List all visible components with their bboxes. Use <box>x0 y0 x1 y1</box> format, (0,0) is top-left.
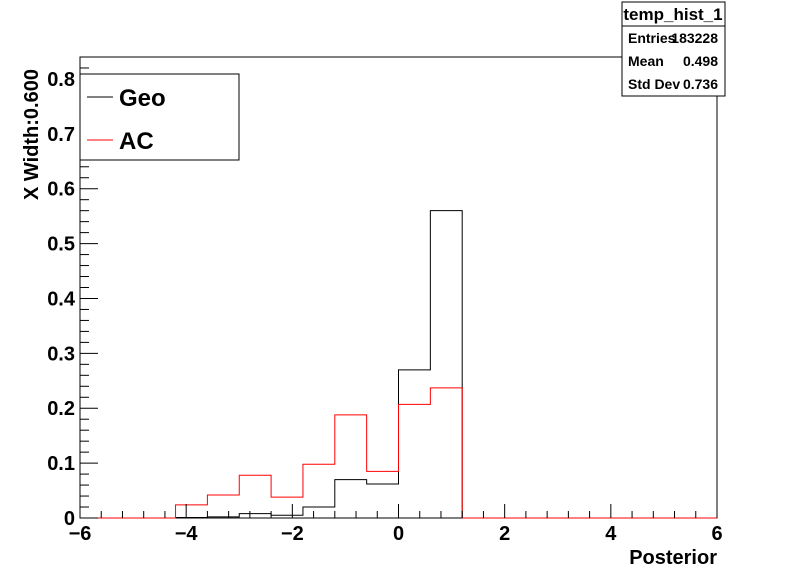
y-axis-title: X Width:0.600 <box>21 69 43 200</box>
x-tick-label: −6 <box>69 523 92 545</box>
y-tick-label: 0.8 <box>47 69 75 91</box>
x-tick-label: −4 <box>175 523 199 545</box>
x-tick-label: 4 <box>605 523 617 545</box>
x-tick-label: 6 <box>711 523 722 545</box>
legend-box <box>79 73 240 161</box>
stats-value-stddev: 0.736 <box>683 76 718 92</box>
y-axis: 0 0.1 0.2 0.3 0.4 0.5 0.6 0.7 0.8 <box>47 56 98 530</box>
stats-box: temp_hist_1 Entries 183228 Mean 0.498 St… <box>621 1 726 97</box>
series-line-ac <box>80 387 717 519</box>
x-axis: −6 −4 −2 0 2 4 6 <box>69 504 723 545</box>
stats-label-mean: Mean <box>628 53 664 69</box>
legend-label-ac: AC <box>119 128 154 155</box>
x-axis-title: Posterior <box>629 547 717 569</box>
legend: Geo AC <box>79 73 240 161</box>
y-tick-label: 0.1 <box>47 453 75 475</box>
stats-box-frame <box>621 1 726 97</box>
x-tick-label: 0 <box>393 523 404 545</box>
y-tick-label: 0.2 <box>47 398 75 420</box>
y-tick-label: 0.5 <box>47 234 75 256</box>
y-tick-label: 0.3 <box>47 343 75 365</box>
legend-label-geo: Geo <box>119 85 166 112</box>
stats-label-entries: Entries <box>628 30 676 46</box>
y-tick-label: 0 <box>64 508 75 530</box>
y-tick-label: 0.6 <box>47 179 75 201</box>
y-tick-label: 0.7 <box>47 124 75 146</box>
stats-label-stddev: Std Dev <box>628 76 680 92</box>
y-tick-label: 0.4 <box>47 288 76 310</box>
stats-value-mean: 0.498 <box>683 53 718 69</box>
stats-value-entries: 183228 <box>671 30 718 46</box>
x-tick-label: 2 <box>499 523 510 545</box>
x-tick-label: −2 <box>281 523 304 545</box>
stats-box-title: temp_hist_1 <box>623 5 722 24</box>
